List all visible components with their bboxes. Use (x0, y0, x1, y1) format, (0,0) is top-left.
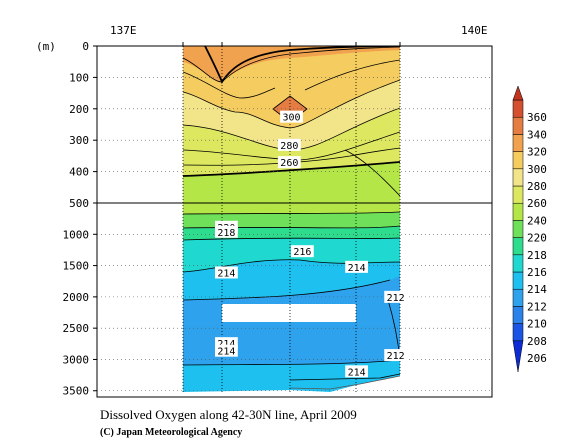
contour-label: 260 (280, 158, 298, 169)
contour-label: 214 (217, 339, 235, 350)
depth-tick-label: 400 (69, 166, 89, 179)
seabed-outline (289, 375, 400, 390)
contour-260-bold (183, 161, 400, 177)
contour-label-bg (345, 365, 368, 378)
plot-frame: 0 100 200 300 400 500 1000 1500 2000 2500 3000 3500 (63, 40, 493, 398)
colorbar-swatch (512, 202, 524, 221)
colorbar-swatch (512, 323, 524, 342)
colorbar-swatch (512, 168, 524, 187)
colorbar-tick-label: 280 (527, 180, 547, 193)
colorbar-tick-label: 208 (527, 335, 547, 348)
depth-tick-label: 1500 (63, 260, 90, 273)
colorbar-swatch (512, 237, 524, 256)
credit-text: (C) Japan Meteorological Agency (100, 427, 242, 438)
chart-title: Dissolved Oxygen along 42-30N line, Apri… (100, 407, 357, 422)
contour-label: 218 (217, 228, 235, 239)
contour-label: 214 (348, 367, 366, 378)
contour-label: 280 (280, 141, 298, 152)
colorbar-swatch (512, 288, 524, 307)
colorbar-swatch (512, 134, 524, 152)
contour-label-bg (277, 156, 301, 169)
colorbar-swatch (512, 99, 524, 118)
contour-label-bg (215, 266, 238, 279)
colorbar: 206 208 210 212 214 216 218 220 240 260 280 300 320 3… (512, 85, 547, 373)
depth-tick-label: 3000 (63, 353, 90, 366)
colorbar-swatch (512, 254, 524, 273)
depth-tick-label: 2000 (63, 291, 90, 304)
colorbar-tick-label: 260 (527, 197, 547, 210)
contour-label-bg (280, 110, 303, 123)
colorbar-tick-label: 210 (527, 318, 547, 331)
depth-tick-label: 300 (69, 134, 89, 147)
contour-label-bg (384, 290, 408, 303)
depth-tick-label: 1000 (63, 228, 90, 241)
contour-label-bg (215, 344, 238, 357)
seabed-mask (183, 376, 400, 397)
colorbar-tick-label: 206 (527, 352, 547, 365)
depth-tick-label: 100 (69, 71, 89, 84)
colorbar-tick-label: 214 (527, 283, 547, 296)
colorbar-arrow (512, 85, 524, 101)
colorbar-tick-label: 216 (527, 266, 547, 279)
contour-label: 216 (293, 247, 311, 258)
depth-tick-label: 500 (69, 197, 89, 210)
contour-label-bg (345, 260, 368, 273)
contour-label-bg (384, 349, 408, 362)
contour-labels: 300280260220218216214214212214214212214 (215, 110, 408, 378)
colorbar-tick-label: 340 (527, 128, 547, 141)
contour-label-bg (277, 138, 301, 151)
contour-bold-top (204, 46, 400, 84)
colorbar-swatch (512, 185, 524, 204)
colorbar-swatch (512, 306, 524, 324)
oxygen-field (182, 42, 401, 397)
colorbar-tick-label: 218 (527, 249, 547, 262)
contour-label: 300 (282, 113, 300, 124)
band-240-lower (183, 203, 400, 214)
x-tick-140e: 140E (461, 24, 488, 37)
depth-tick-label: 0 (82, 40, 89, 53)
colorbar-tick-label: 212 (527, 300, 547, 313)
contour-label: 212 (387, 351, 405, 362)
contour-label: 212 (387, 293, 405, 304)
contour-label-bg (215, 225, 238, 238)
contour-label: 214 (217, 268, 235, 279)
station-lines (182, 46, 401, 392)
depth-tick-label: 3500 (63, 385, 90, 398)
depth-tick-labels: 0 100 200 300 400 500 1000 1500 2000 2500 3000 3500 (63, 40, 90, 398)
core-top-340 (200, 46, 270, 59)
colorbar-swatch (512, 271, 524, 290)
colorbar-tick-label: 220 (527, 232, 547, 245)
no-data-region (222, 304, 356, 322)
depth-tick-label: 2500 (63, 322, 90, 335)
colorbar-tick-label: 360 (527, 111, 547, 124)
colorbar-swatch (512, 220, 524, 238)
depth-tick-label: 200 (69, 103, 89, 116)
contour-label: 214 (348, 263, 366, 274)
depth-gridlines (93, 45, 492, 392)
colorbar-swatch (512, 151, 524, 170)
colorbar-tick-label: 320 (527, 146, 547, 159)
y-axis-unit-label: (m) (36, 40, 56, 53)
colorbar-swatch (512, 116, 524, 135)
x-tick-137e: 137E (110, 24, 137, 37)
colorbar-tick-label: 300 (527, 163, 547, 176)
contour-label: 214 (217, 347, 235, 358)
contour-label-bg (290, 245, 314, 258)
colorbar-tick-label: 240 (527, 214, 547, 227)
colorbar-arrow (512, 340, 524, 373)
